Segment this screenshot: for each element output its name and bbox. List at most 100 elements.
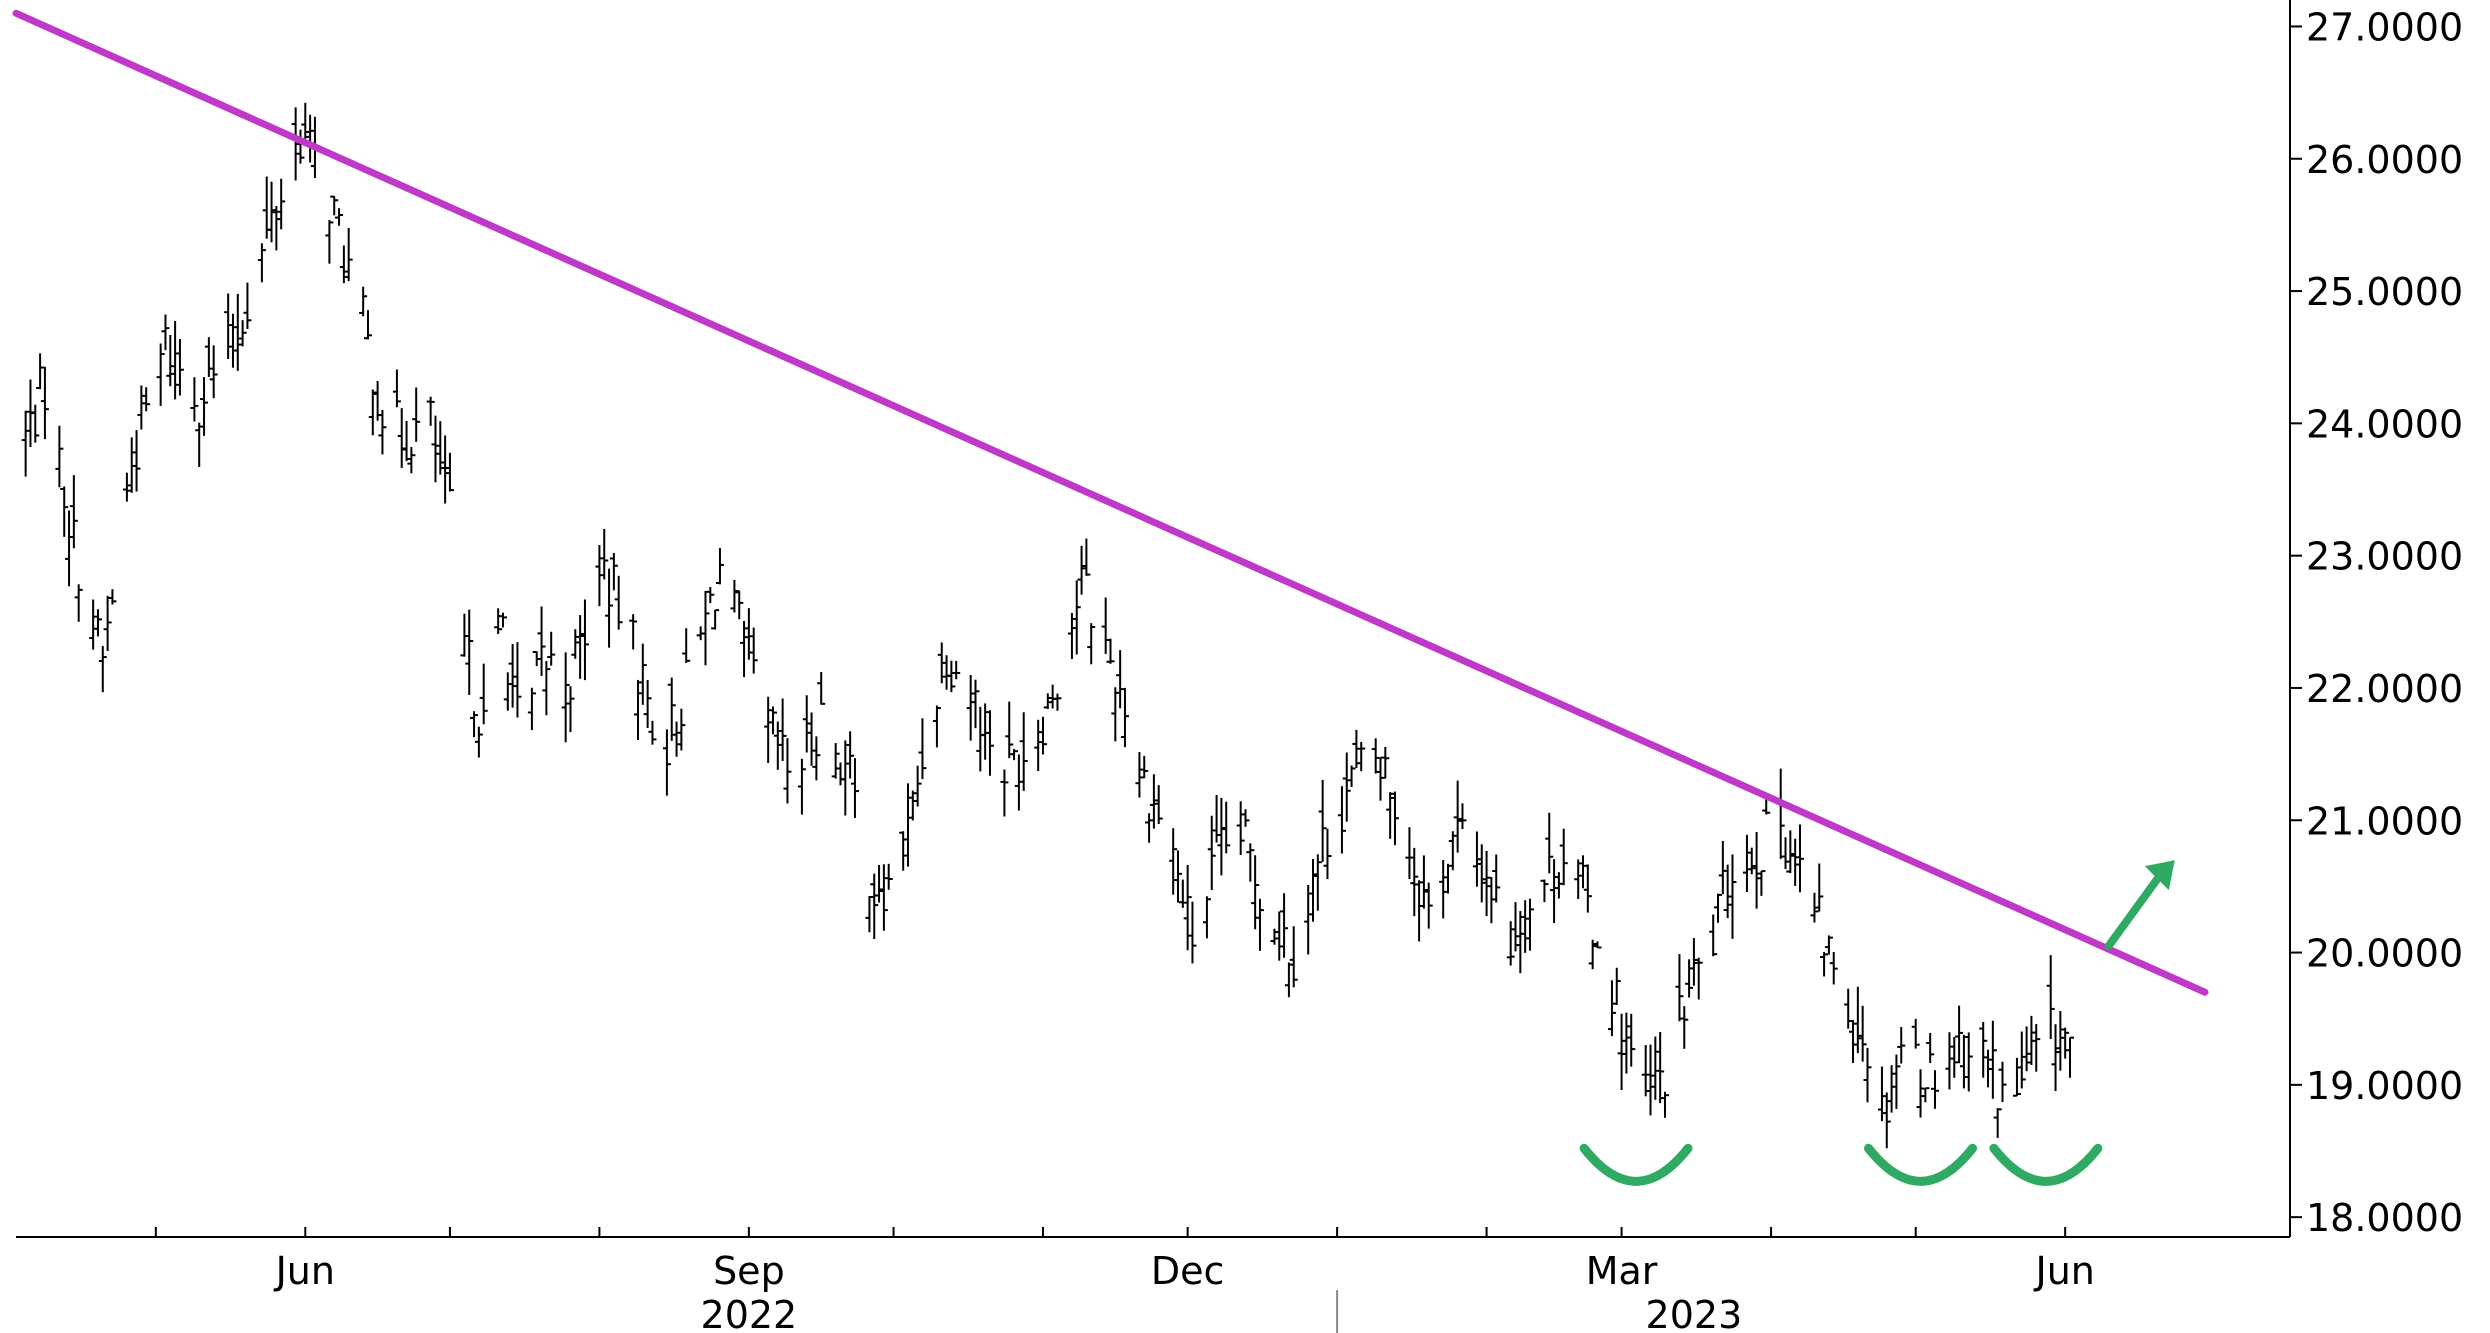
price-bar [937, 642, 946, 684]
price-bar [122, 472, 131, 502]
price-bar [175, 339, 184, 396]
price-bar [879, 864, 888, 931]
bottom-arc [1864, 1143, 1978, 1186]
year-label: 2022 [701, 1293, 798, 1333]
price-bar [1506, 921, 1515, 966]
price-bar [1477, 844, 1486, 903]
price-bar [330, 195, 339, 216]
price-bar [445, 452, 454, 492]
y-tick-label: 18.0000 [2306, 1196, 2463, 1240]
price-bar [363, 310, 372, 340]
price-bar [156, 343, 165, 406]
price-bar [1593, 941, 1602, 949]
price-bar [1188, 901, 1197, 964]
up-arrow-shaft [2104, 870, 2165, 951]
price-bar [1280, 893, 1289, 958]
price-bar [908, 790, 917, 821]
price-bar [802, 695, 811, 753]
price-bar [1318, 779, 1327, 862]
price-bar [561, 652, 570, 743]
price-bar [359, 286, 368, 317]
price-bar [190, 377, 199, 422]
price-bar [1984, 1049, 1993, 1088]
price-bar [1752, 832, 1761, 909]
price-bar [1810, 892, 1819, 923]
price-bar [2065, 1036, 2074, 1078]
price-bar [1255, 898, 1264, 951]
price-bar [633, 679, 642, 740]
price-bar [1521, 900, 1530, 953]
price-bar [436, 421, 445, 475]
price-bar [1116, 650, 1125, 709]
price-bar [918, 718, 927, 780]
price-bar [566, 686, 575, 733]
price-bar [1376, 756, 1385, 801]
price-bar [1709, 914, 1718, 957]
price-bar [1371, 738, 1380, 774]
price-bar [171, 321, 180, 400]
price-bar [1169, 828, 1178, 895]
price-bar [465, 609, 474, 695]
y-tick-label: 20.0000 [2306, 932, 2463, 976]
price-bar [431, 415, 440, 483]
y-tick-label: 24.0000 [2306, 402, 2463, 446]
price-bar [1419, 855, 1428, 909]
price-bar [783, 738, 792, 804]
price-bar [764, 696, 773, 763]
price-bar [1444, 863, 1453, 894]
price-bar [841, 740, 850, 816]
price-bar [1646, 1044, 1655, 1116]
price-bar [662, 729, 671, 796]
price-bar [1545, 812, 1554, 874]
price-bar [1453, 780, 1462, 853]
price-bar [1887, 1065, 1896, 1113]
price-bar [1858, 1005, 1867, 1062]
price-bar [306, 114, 315, 163]
price-bar [108, 589, 117, 605]
price-bar [1207, 815, 1216, 890]
price-bar [344, 227, 353, 282]
price-bar [233, 293, 242, 371]
x-tick-label: Mar [1586, 1249, 1658, 1293]
price-bar [200, 377, 209, 436]
price-bar [1405, 827, 1414, 880]
price-bar [1053, 693, 1062, 711]
price-bar [1723, 864, 1732, 919]
annotations [12, 9, 2209, 1186]
price-bar [547, 631, 556, 666]
price-bar [682, 628, 691, 664]
y-tick-label: 21.0000 [2306, 799, 2463, 843]
price-bar [503, 672, 512, 711]
bottom-arc [1579, 1143, 1693, 1186]
price-bar [1492, 854, 1501, 903]
price-bar [942, 655, 951, 690]
price-bar [132, 430, 141, 492]
price-bar [629, 614, 638, 650]
price-bar [1323, 828, 1332, 880]
price-bar [884, 863, 893, 890]
price-bar [1786, 830, 1795, 874]
price-bar [1178, 879, 1187, 908]
price-bar [846, 731, 855, 779]
price-bar [1921, 1087, 1930, 1103]
price-bar [397, 408, 406, 468]
price-bar [1998, 1061, 2007, 1103]
price-bar [1482, 850, 1491, 916]
price-bar [1714, 893, 1723, 923]
price-bar [1849, 1020, 1858, 1064]
price-bar [870, 873, 879, 940]
price-bar [209, 345, 218, 399]
price-bar [1892, 1054, 1901, 1109]
price-bar [1019, 712, 1028, 791]
price-bar [291, 107, 300, 181]
price-bar [701, 590, 710, 666]
price-bar [609, 552, 618, 591]
price-bar [378, 409, 387, 455]
price-bar [142, 387, 151, 412]
price-bar [1424, 882, 1433, 929]
price-bar [1612, 967, 1621, 1005]
price-bar [1728, 854, 1737, 939]
price-bar [137, 385, 146, 430]
price-bar [296, 129, 305, 164]
